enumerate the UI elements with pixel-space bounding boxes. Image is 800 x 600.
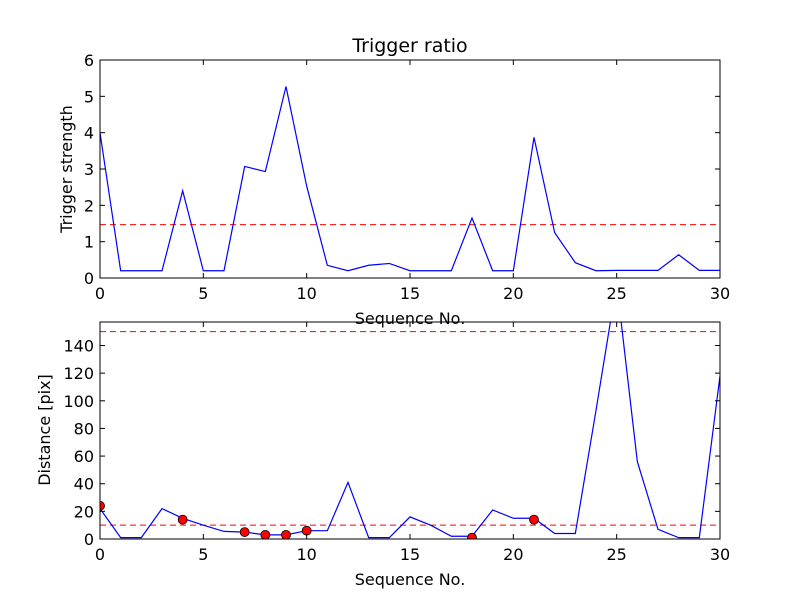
bottom-chart-frame <box>99 321 721 540</box>
top-chart-x-tick-label: 20 <box>503 284 523 303</box>
bottom-chart-y-tick-label: 80 <box>74 419 94 438</box>
bottom-chart-data-point <box>239 527 250 537</box>
top-chart-y-axis-label: Trigger strength <box>57 105 76 234</box>
top-chart-x-tick-label: 30 <box>710 284 730 303</box>
top-chart-y-tick-label: 1 <box>84 233 94 252</box>
top-chart-x-tick-label: 25 <box>606 284 626 303</box>
top-chart-y-tick-label: 6 <box>84 51 94 70</box>
bottom-chart-y-tick-label: 20 <box>74 502 94 521</box>
top-chart-y-tick-label: 3 <box>84 160 94 179</box>
top-chart-y-tick-label: 2 <box>84 196 94 215</box>
top-chart-series-line <box>100 86 720 272</box>
bottom-chart-x-tick-label: 15 <box>400 545 420 564</box>
bottom-chart-data-point <box>100 500 105 511</box>
bottom-chart-data-point <box>177 514 188 525</box>
bottom-chart: 0 5 10 15 20 25 30 0 20 40 60 80 100 120 140 Sequence … <box>35 321 730 589</box>
top-chart-y-tick-label: 4 <box>84 124 94 143</box>
bottom-chart-x-tick-label: 25 <box>606 545 626 564</box>
top-chart-plot-area <box>100 86 720 272</box>
bottom-chart-x-tick-label: 5 <box>198 545 208 564</box>
bottom-chart-data-point <box>529 514 539 525</box>
bottom-chart-y-axis-label: Distance [pix] <box>35 374 54 486</box>
bottom-chart-data-point <box>467 532 477 539</box>
top-chart-ticks: 0 5 10 15 20 25 30 0 1 2 3 4 5 6 <box>84 51 730 303</box>
bottom-chart-x-tick-label: 10 <box>296 545 316 564</box>
bottom-chart-data-point <box>301 525 312 536</box>
top-chart-x-tick-label: 0 <box>95 284 105 303</box>
bottom-chart-x-tick-label: 0 <box>95 545 105 564</box>
top-chart-frame <box>99 59 721 279</box>
bottom-chart-x-tick-label: 20 <box>503 545 523 564</box>
bottom-chart-plot-area <box>100 322 720 539</box>
top-chart-title: Trigger ratio <box>351 35 467 57</box>
top-chart: Trigger ratio 0 5 10 15 20 25 30 0 1 2 3 4 5 6 Sequen… <box>57 35 730 328</box>
top-chart-x-tick-label: 15 <box>400 284 420 303</box>
bottom-chart-y-tick-label: 140 <box>63 336 94 355</box>
bottom-chart-data-point <box>281 529 291 539</box>
top-chart-y-tick-label: 0 <box>84 269 94 288</box>
bottom-chart-x-axis-label: Sequence No. <box>355 570 466 589</box>
bottom-chart-series-line <box>100 322 720 539</box>
bottom-chart-y-tick-label: 60 <box>74 447 94 466</box>
bottom-chart-y-tick-label: 40 <box>74 475 94 494</box>
top-chart-x-axis-label: Sequence No. <box>355 309 466 328</box>
top-chart-x-tick-label: 5 <box>198 284 208 303</box>
bottom-chart-x-tick-label: 30 <box>710 545 730 564</box>
bottom-chart-ticks: 0 5 10 15 20 25 30 0 20 40 60 80 100 120 140 <box>63 322 730 564</box>
bottom-chart-y-tick-label: 100 <box>63 392 94 411</box>
top-chart-x-tick-label: 10 <box>296 284 316 303</box>
top-chart-y-tick-label: 5 <box>84 87 94 106</box>
bottom-chart-y-tick-label: 120 <box>63 364 94 383</box>
bottom-chart-y-tick-label: 0 <box>84 530 94 549</box>
bottom-chart-data-point <box>260 529 271 539</box>
